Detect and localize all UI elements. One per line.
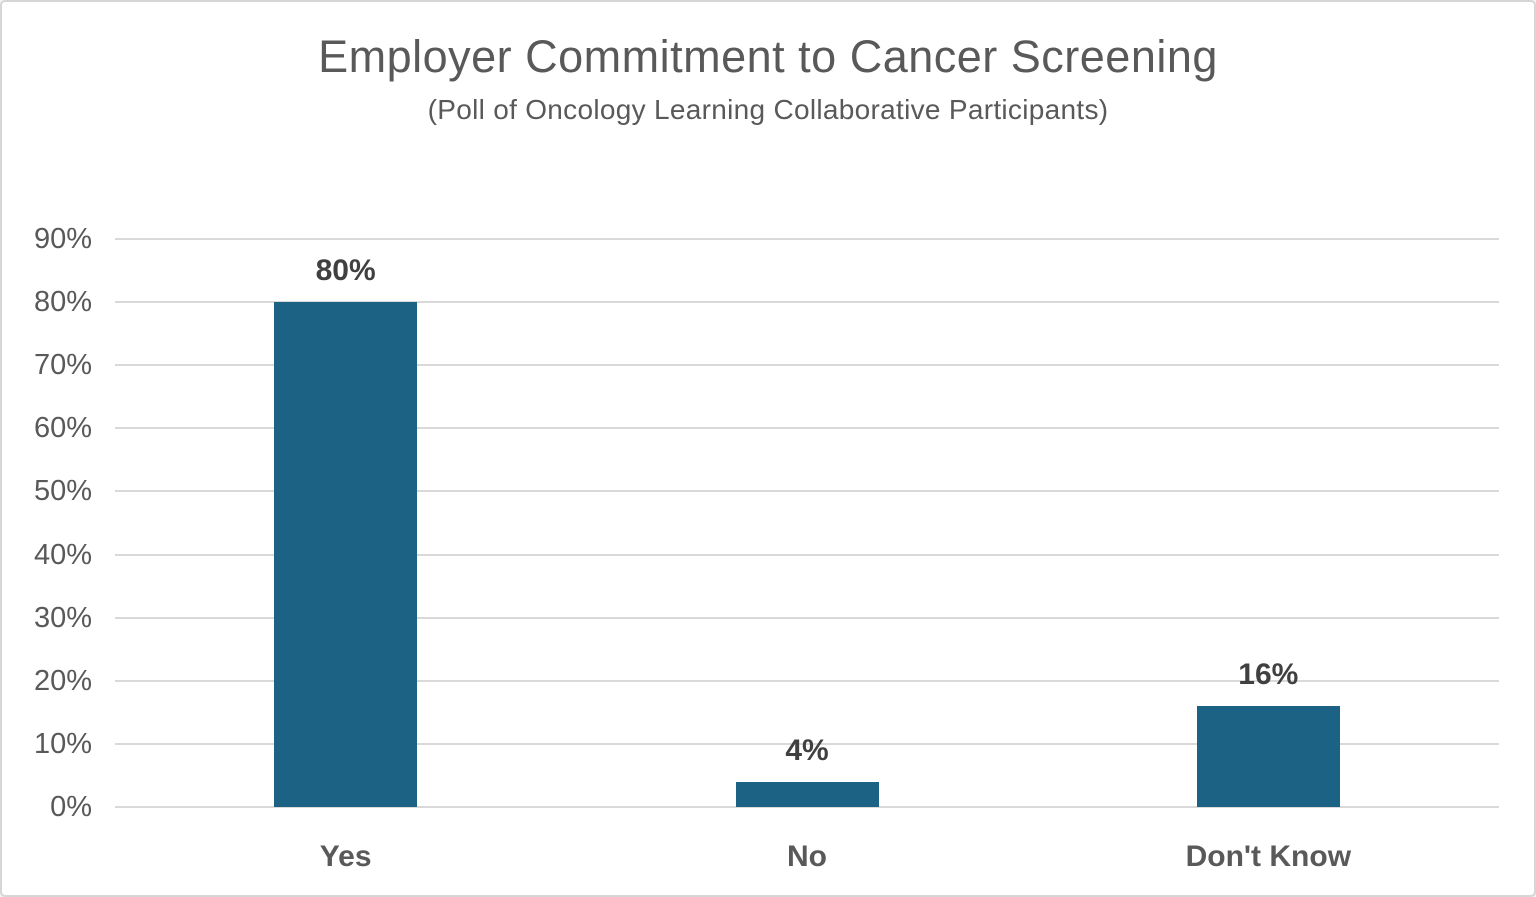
chart-title: Employer Commitment to Cancer Screening [318,31,1218,82]
y-tick-label: 40% [33,538,92,571]
gridline [115,553,1499,556]
gridline [115,616,1499,619]
y-tick-label: 60% [33,412,92,445]
chart-header: Employer Commitment to Cancer Screening … [2,32,1534,126]
gridline [115,490,1499,493]
y-tick-label: 20% [33,664,92,697]
chart-subtitle: (Poll of Oncology Learning Collaborative… [427,93,1109,125]
y-tick-label: 0% [50,791,92,823]
gridline [115,806,1499,808]
gridline [115,301,1499,304]
bar-value-label: 4% [785,733,829,767]
gridline [115,679,1499,682]
y-tick-label: 50% [33,475,92,508]
y-tick-label: 30% [33,601,92,634]
gridline [115,427,1499,430]
gridline [115,238,1499,240]
y-tick-label: 70% [33,349,92,382]
gridline [115,742,1499,745]
bar-don-t-know [1196,706,1340,807]
category-label: No [787,840,827,873]
y-tick-label: 10% [33,727,92,760]
bar-no [735,781,879,807]
gridline [115,364,1499,367]
y-tick-label: 90% [33,223,92,255]
bar-yes [274,302,418,807]
category-label: Yes [319,840,372,873]
bar-value-label: 16% [1238,658,1299,692]
y-tick-label: 80% [33,286,92,319]
category-label: Don't Know [1185,840,1352,873]
bar-value-label: 80% [315,254,376,288]
